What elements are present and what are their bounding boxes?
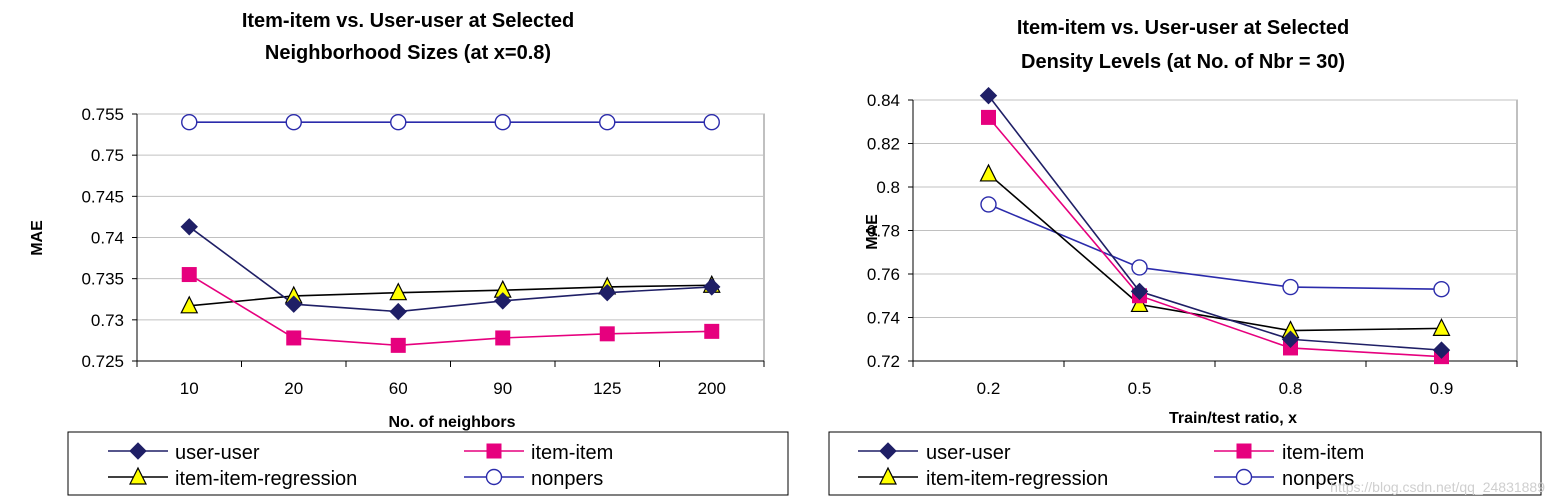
chart2-legend-marker-user-user (879, 442, 897, 460)
chart1-point-item-item-regression (180, 295, 199, 314)
chart1-point-item-item-regression (389, 282, 408, 301)
chart2-point-item-item-regression (1130, 294, 1149, 313)
chart1-legend-label-item-item: item-item (531, 442, 613, 464)
chart1-legend-marker-nonpers (485, 468, 503, 486)
chart1-series-line-item-item-regression (189, 284, 712, 307)
chart1-point-user-user (180, 218, 198, 236)
chart2-y-tick-label: 0.84 (867, 91, 900, 110)
chart1-point-item-item (599, 326, 615, 342)
chart2-y-tick-label: 0.82 (867, 135, 900, 154)
chart2-y-tick-label: 0.8 (876, 178, 900, 197)
chart2-title-line1: Item-item vs. User-user at Selected (1017, 17, 1349, 39)
chart1-legend-box (67, 431, 789, 496)
chart1-point-item-item (286, 330, 302, 346)
chart2-legend-label-item-item: item-item (1282, 442, 1364, 464)
chart1-point-item-item (181, 267, 197, 283)
chart1-legend-marker-user-user (129, 442, 147, 460)
chart1-point-nonpers (494, 114, 511, 131)
chart1-point-item-item (704, 323, 720, 339)
chart1-point-item-item (390, 337, 406, 353)
chart2-legend-label-user-user: user-user (926, 442, 1011, 464)
chart1-y-tick-label: 0.74 (91, 229, 124, 248)
chart1-legend-label-user-user: user-user (175, 442, 260, 464)
chart2-series-line-item-item-regression (987, 173, 1442, 332)
chart1-point-user-user (389, 302, 407, 321)
chart1-point-item-item (495, 330, 511, 346)
chart1-legend-label-item-item-regression: item-item-regression (175, 468, 357, 490)
chart1-legend-marker-item-item (486, 443, 502, 459)
chart1-y-tick-label: 0.725 (81, 352, 124, 371)
chart1-series-line-item-item (188, 273, 712, 347)
chart1-point-nonpers (390, 114, 407, 131)
chart2-point-user-user (979, 86, 998, 105)
chart2-series-line-nonpers (988, 203, 1442, 291)
chart2-title-line2: Density Levels (at No. of Nbr = 30) (1021, 51, 1345, 73)
chart2-legend-marker-item-item-regression (879, 466, 897, 485)
chart2-series-line-item-item (987, 116, 1442, 358)
chart2-x-axis-title: Train/test ratio, x (1169, 410, 1297, 427)
chart1-y-axis-title: MAE (29, 220, 46, 256)
chart1-y-tick-label: 0.755 (81, 105, 124, 124)
chart2-legend-marker-nonpers (1235, 468, 1253, 486)
chart1-x-tick-label: 90 (493, 379, 512, 398)
chart2-x-tick-label: 0.2 (977, 379, 1001, 398)
chart2-series-line-user-user (987, 95, 1442, 351)
chart2-point-user-user (1281, 330, 1300, 348)
chart2-point-item-item-regression (1432, 318, 1451, 336)
chart2-x-tick-label: 0.9 (1430, 379, 1454, 398)
chart2-point-nonpers (1433, 281, 1450, 298)
chart2-point-item-item-regression (979, 163, 998, 182)
chart2-point-nonpers (1282, 278, 1299, 296)
chart2-y-tick-label: 0.72 (867, 352, 900, 371)
chart2-y-tick-label: 0.78 (867, 222, 900, 241)
chart2-point-user-user (1130, 282, 1149, 301)
chart1-point-nonpers (599, 114, 616, 131)
chart2-legend-marker-item-item (1236, 443, 1252, 459)
chart1-title-line1: Item-item vs. User-user at Selected (242, 10, 574, 32)
chart2-legend-label-nonpers: nonpers (1282, 468, 1354, 490)
chart2-y-tick-label: 0.76 (867, 265, 900, 284)
chart1-x-tick-label: 60 (389, 379, 408, 398)
chart1-x-tick-label: 20 (284, 379, 303, 398)
chart2-legend-box (828, 431, 1542, 496)
chart1-x-tick-label: 125 (593, 379, 621, 398)
chart2-point-item-item (981, 109, 996, 125)
chart1-x-tick-label: 200 (698, 379, 726, 398)
chart2-legend-label-item-item-regression: item-item-regression (926, 468, 1108, 490)
watermark-text: https://blog.csdn.net/qq_24831889 (1330, 479, 1545, 495)
chart1-point-user-user (285, 295, 303, 313)
chart1-y-tick-label: 0.735 (81, 270, 124, 289)
chart1-x-tick-label: 10 (180, 379, 199, 398)
chart2-point-user-user (1432, 341, 1451, 359)
chart1-series-line-user-user (188, 226, 712, 313)
chart1-y-tick-label: 0.73 (91, 311, 124, 330)
chart1-legend-label-nonpers: nonpers (531, 468, 603, 490)
chart2-x-tick-label: 0.5 (1128, 379, 1152, 398)
chart1-point-user-user (494, 292, 512, 310)
chart1-title-line2: Neighborhood Sizes (at x=0.8) (265, 42, 551, 64)
chart1-point-nonpers (285, 114, 302, 131)
chart1-y-tick-label: 0.75 (91, 146, 124, 165)
chart2-point-nonpers (1131, 259, 1148, 276)
chart1-point-nonpers (181, 114, 198, 131)
chart2-x-tick-label: 0.8 (1279, 379, 1303, 398)
chart1-legend-marker-item-item-regression (129, 466, 147, 485)
chart2-y-tick-label: 0.74 (867, 309, 900, 328)
chart1-x-axis-title: No. of neighbors (388, 414, 515, 431)
chart1-point-user-user (703, 278, 721, 296)
chart2-y-axis-title: MAE (864, 214, 881, 250)
chart1-point-nonpers (703, 114, 720, 131)
chart1-point-user-user (598, 283, 616, 302)
chart1-y-tick-label: 0.745 (81, 187, 124, 206)
chart2-point-nonpers (980, 196, 997, 213)
